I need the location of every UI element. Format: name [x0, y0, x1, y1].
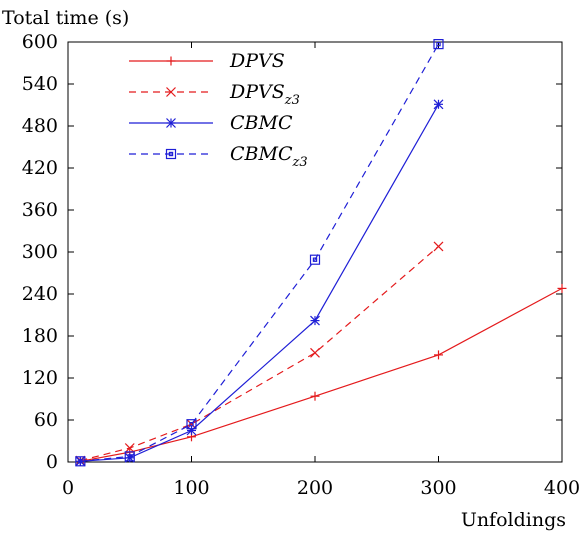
y-tick-label: 0 [46, 451, 58, 473]
series-cbmcz3 [75, 38, 444, 467]
y-tick-label: 60 [34, 409, 58, 431]
series-dpvs [75, 283, 567, 466]
data-point [124, 443, 135, 453]
legend-item: DPVSz3 [129, 81, 300, 108]
data-point [75, 456, 86, 467]
y-tick-label: 180 [22, 325, 58, 347]
legend-item: CBMC [129, 112, 293, 134]
data-point [309, 254, 321, 265]
axis-ticks: 0 60 120 180 240 300 360 420 480 540 600 0 100 200 300… [22, 31, 580, 499]
y-tick-label: 420 [22, 157, 58, 179]
x-tick-label: 200 [297, 477, 333, 499]
data-point [310, 315, 320, 326]
data-point [166, 87, 176, 97]
data-point [434, 350, 443, 360]
data-point [166, 118, 176, 128]
data-point [557, 283, 567, 293]
y-tick-label: 360 [22, 199, 58, 221]
data-point [433, 241, 444, 252]
series-dpvsz3 [75, 241, 444, 466]
series-layer [75, 38, 567, 467]
data-point [433, 99, 444, 110]
data-point [186, 425, 197, 436]
x-axis-title: Unfoldings [461, 509, 566, 531]
data-point [433, 38, 444, 50]
series-line [80, 245, 439, 462]
y-tick-label: 480 [22, 115, 58, 137]
data-point [165, 148, 177, 160]
y-axis-title: Total time (s) [2, 7, 129, 29]
x-tick-label: 300 [420, 477, 456, 499]
legend-label: DPVS [229, 50, 285, 72]
series-line [80, 287, 563, 462]
x-tick-label: 100 [173, 477, 209, 499]
series-line [80, 43, 440, 462]
y-tick-label: 600 [22, 31, 58, 53]
data-point [166, 56, 176, 66]
data-point [310, 391, 320, 401]
data-point [186, 419, 197, 430]
x-tick-label: 0 [62, 477, 74, 499]
legend-label: CBMCz3 [230, 143, 308, 170]
y-tick-label: 540 [22, 73, 58, 95]
legend-item: DPVS [129, 50, 285, 72]
legend-label: DPVSz3 [229, 81, 300, 108]
data-point [310, 347, 320, 358]
y-tick-label: 120 [22, 367, 58, 389]
data-point [124, 451, 135, 462]
x-tick-label: 400 [544, 477, 580, 499]
y-tick-label: 240 [22, 283, 58, 305]
legend-label: CBMC [230, 112, 293, 134]
y-tick-label: 300 [22, 241, 58, 263]
legend-item: CBMCz3 [129, 143, 308, 170]
legend: DPVS DPVSz3 CBMC CBMCz3 [129, 50, 308, 170]
